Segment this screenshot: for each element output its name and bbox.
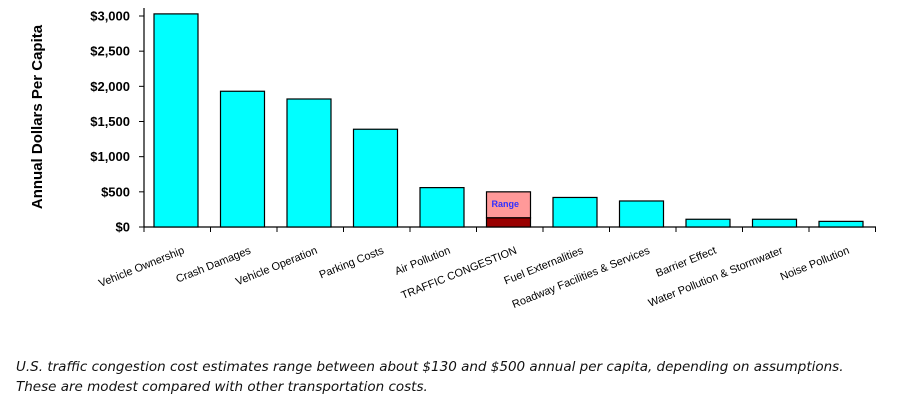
y-tick-label: $500	[101, 184, 130, 199]
bar	[751, 218, 798, 228]
y-axis: $0 $500 $1,000 $1,500 $2,000 $2,500 $3,000	[90, 8, 145, 235]
bar-range-high	[485, 191, 532, 219]
bar-chart: $0 $500 $1,000 $1,500 $2,000 $2,500 $3,000 Ran…	[29, 8, 876, 311]
bar-range-low	[485, 217, 532, 228]
bar	[219, 90, 266, 228]
category-label: Vehicle Ownership	[97, 245, 186, 290]
bar	[419, 187, 465, 228]
category-label: Parking Costs	[318, 244, 386, 281]
figure-caption: U.S. traffic congestion cost estimates r…	[16, 359, 844, 395]
bars: Range	[153, 13, 864, 228]
y-tick-label: $3,000	[90, 9, 130, 24]
y-tick-label: $1,000	[90, 149, 130, 164]
bar	[352, 128, 399, 228]
category-label: TRAFFIC CONGESTION	[400, 245, 519, 302]
bar	[552, 196, 598, 228]
bar	[618, 200, 665, 228]
y-tick-label: $2,500	[90, 44, 130, 59]
y-axis-label: Annual Dollars Per Capita	[29, 24, 46, 209]
bar	[685, 218, 731, 228]
bar	[286, 98, 332, 228]
y-tick-label: $2,000	[90, 79, 130, 94]
bar	[818, 220, 864, 228]
bar	[153, 13, 199, 228]
y-tick-label: $0	[116, 220, 130, 235]
category-label: Noise Pollution	[779, 245, 852, 284]
x-axis	[143, 226, 876, 232]
y-tick-label: $1,500	[90, 114, 130, 129]
range-label: Range	[492, 199, 520, 209]
